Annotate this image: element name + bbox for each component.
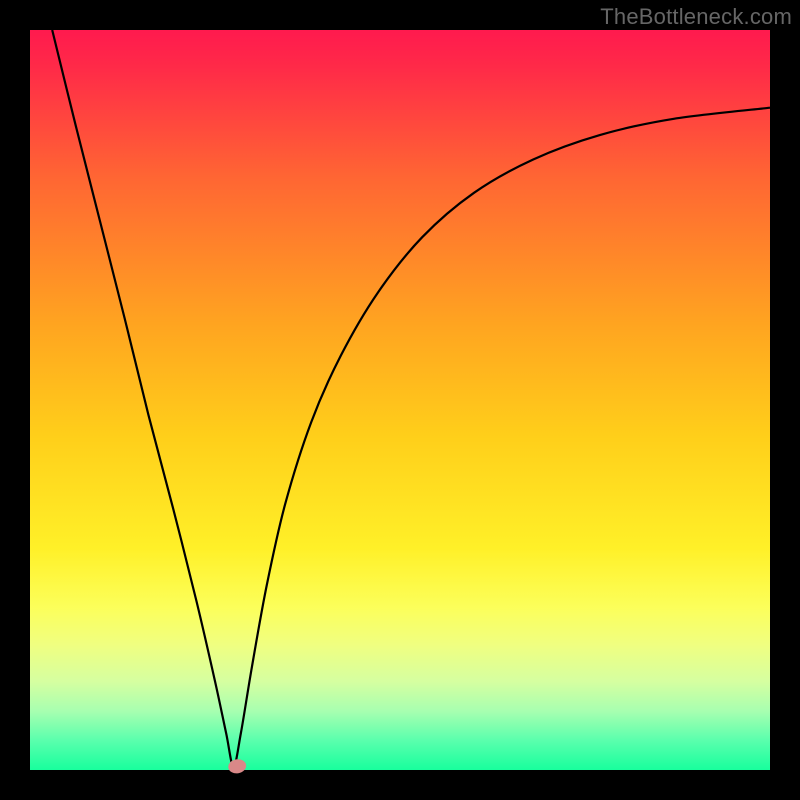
chart-svg xyxy=(0,0,800,800)
plot-gradient-bg xyxy=(30,30,770,770)
chart-container: TheBottleneck.com xyxy=(0,0,800,800)
watermark-text: TheBottleneck.com xyxy=(600,4,792,30)
